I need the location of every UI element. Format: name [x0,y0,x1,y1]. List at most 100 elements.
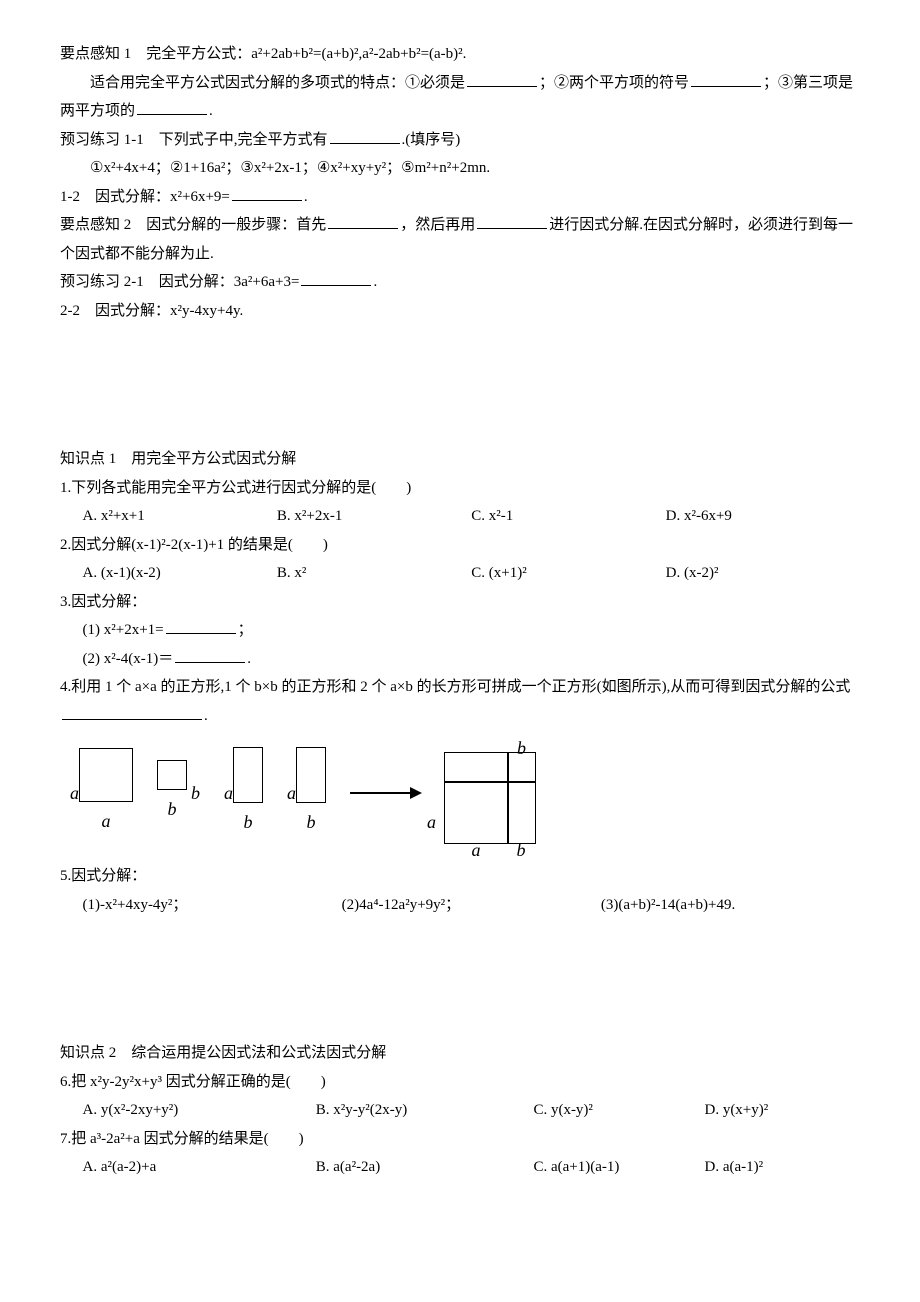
q3-part2: (2) x²-4(x-1)＝. [60,645,860,674]
rect-shape [296,747,326,803]
question-6: 6.把 x²y-2y²x+y³ 因式分解正确的是( ) [60,1068,860,1097]
divider-v [507,753,509,843]
q6-opt-d: D. y(x+y)² [704,1096,860,1125]
label-b-bottom: b [307,805,316,839]
blank [301,270,371,286]
spacer [60,919,860,1039]
keypoint-2: 要点感知 2 因式分解的一般步骤：首先，然后再用进行因式分解.在因式分解时，必须… [60,211,860,268]
square-a-shape [79,748,133,802]
arrow-icon [350,792,420,794]
q7-options: A. a²(a-2)+a B. a(a²-2a) C. a(a+1)(a-1) … [60,1153,860,1182]
q5-parts: (1)-x²+4xy-4y²； (2)4a⁴-12a²y+9y²； (3)(a+… [60,891,860,920]
blank [328,213,398,229]
q1-opt-d: D. x²-6x+9 [666,502,860,531]
big-square-shape: b a a b [444,752,536,844]
question-4: 4.利用 1 个 a×a 的正方形,1 个 b×b 的正方形和 2 个 a×b … [60,673,860,730]
preview-1-2: 1-2 因式分解：x²+6x+9=. [60,183,860,212]
q2-opt-d: D. (x-2)² [666,559,860,588]
text: 适合用完全平方公式因式分解的多项式的特点：①必须是 [90,75,465,91]
rect-shape [233,747,263,803]
preview-1-1-items: ①x²+4x+4；②1+16a²；③x²+2x-1；④x²+xy+y²；⑤m²+… [60,154,860,183]
text: . [373,274,377,290]
q6-opt-c: C. y(x-y)² [533,1096,704,1125]
q7-opt-b: B. a(a²-2a) [316,1153,534,1182]
q4-diagram: a a b b a b a b b a a [60,742,860,844]
blank [137,99,207,115]
label-b-right: b [191,776,200,810]
question-2: 2.因式分解(x-1)²-2(x-1)+1 的结果是( ) [60,531,860,560]
text: ，然后再用 [400,217,475,233]
label-a-left: a [287,776,296,810]
square-b-shape [157,760,187,790]
q1-opt-b: B. x²+2x-1 [277,502,471,531]
rect-ab-2: a b [287,747,326,839]
q2-options: A. (x-1)(x-2) B. x² C. (x+1)² D. (x-2)² [60,559,860,588]
spacer [60,325,860,445]
question-7: 7.把 a³-2a²+a 因式分解的结果是( ) [60,1125,860,1154]
q3-part1: (1) x²+2x+1= ； [60,616,860,645]
text: (1) x²+2x+1= [83,622,164,638]
text: ； [238,622,253,638]
kp1-formula: a²+2ab+b²=(a+b)²,a²-2ab+b²=(a-b)². [251,46,466,62]
q5-part3: (3)(a+b)²-14(a+b)+49. [601,891,860,920]
blank [175,647,245,663]
blank [477,213,547,229]
kp1-detail: 适合用完全平方公式因式分解的多项式的特点：①必须是；②两个平方项的符号；③第三项… [60,69,860,126]
label-a-left: a [70,776,79,810]
label-b-bottom: b [244,805,253,839]
text: 预习练习 1-1 下列式子中,完全平方式有 [60,132,328,148]
text: . [209,103,213,119]
label-a-bottom: a [445,833,507,867]
keypoint-1: 要点感知 1 完全平方公式：a²+2ab+b²=(a+b)²,a²-2ab+b²… [60,40,860,69]
question-3: 3.因式分解： [60,588,860,617]
q7-opt-d: D. a(a-1)² [704,1153,860,1182]
blank [330,128,400,144]
square-b: b b [157,760,200,826]
square-a: a a [70,748,133,838]
rect-ab-1: a b [224,747,263,839]
q7-opt-a: A. a²(a-2)+a [83,1153,316,1182]
preview-2-2: 2-2 因式分解：x²y-4xy+4y. [60,297,860,326]
text: 1-2 因式分解：x²+6x+9= [60,189,230,205]
q5-part1: (1)-x²+4xy-4y²； [83,891,342,920]
blank [166,618,236,634]
combined-square: b a a b [444,742,536,844]
blank [691,71,761,87]
text: . [304,189,308,205]
label-a-bottom: a [102,804,111,838]
blank [232,185,302,201]
question-1: 1.下列各式能用完全平方公式进行因式分解的是( ) [60,474,860,503]
preview-2-1: 预习练习 2-1 因式分解：3a²+6a+3=. [60,268,860,297]
label-b-bottom: b [168,792,177,826]
blank [467,71,537,87]
label-b-bottom: b [507,833,535,867]
text: . [247,651,251,667]
q6-options: A. y(x²-2xy+y²) B. x²y-y²(2x-y) C. y(x-y… [60,1096,860,1125]
q1-options: A. x²+x+1 B. x²+2x-1 C. x²-1 D. x²-6x+9 [60,502,860,531]
text: 预习练习 2-1 因式分解：3a²+6a+3= [60,274,299,290]
q2-opt-b: B. x² [277,559,471,588]
kp1-title: 知识点 1 用完全平方公式因式分解 [60,445,860,474]
label-a-left: a [427,805,436,839]
q6-opt-a: A. y(x²-2xy+y²) [83,1096,316,1125]
preview-1-1: 预习练习 1-1 下列式子中,完全平方式有 .(填序号) [60,126,860,155]
text: 要点感知 2 因式分解的一般步骤：首先 [60,217,326,233]
q7-opt-c: C. a(a+1)(a-1) [533,1153,704,1182]
blank [62,704,202,720]
q1-opt-c: C. x²-1 [471,502,665,531]
kp1-prefix: 要点感知 1 完全平方公式： [60,46,251,62]
text: . [204,708,208,724]
text: 4.利用 1 个 a×a 的正方形,1 个 b×b 的正方形和 2 个 a×b … [60,679,850,695]
q2-opt-c: C. (x+1)² [471,559,665,588]
q1-opt-a: A. x²+x+1 [83,502,277,531]
divider-h [445,781,535,783]
label-a-left: a [224,776,233,810]
q5-part2: (2)4a⁴-12a²y+9y²； [342,891,601,920]
text: ；②两个平方项的符号 [539,75,689,91]
kp2-title: 知识点 2 综合运用提公因式法和公式法因式分解 [60,1039,860,1068]
label-b-top: b [517,731,526,765]
q6-opt-b: B. x²y-y²(2x-y) [316,1096,534,1125]
q2-opt-a: A. (x-1)(x-2) [83,559,277,588]
text: .(填序号) [402,132,461,148]
text: (2) x²-4(x-1)＝ [83,651,174,667]
